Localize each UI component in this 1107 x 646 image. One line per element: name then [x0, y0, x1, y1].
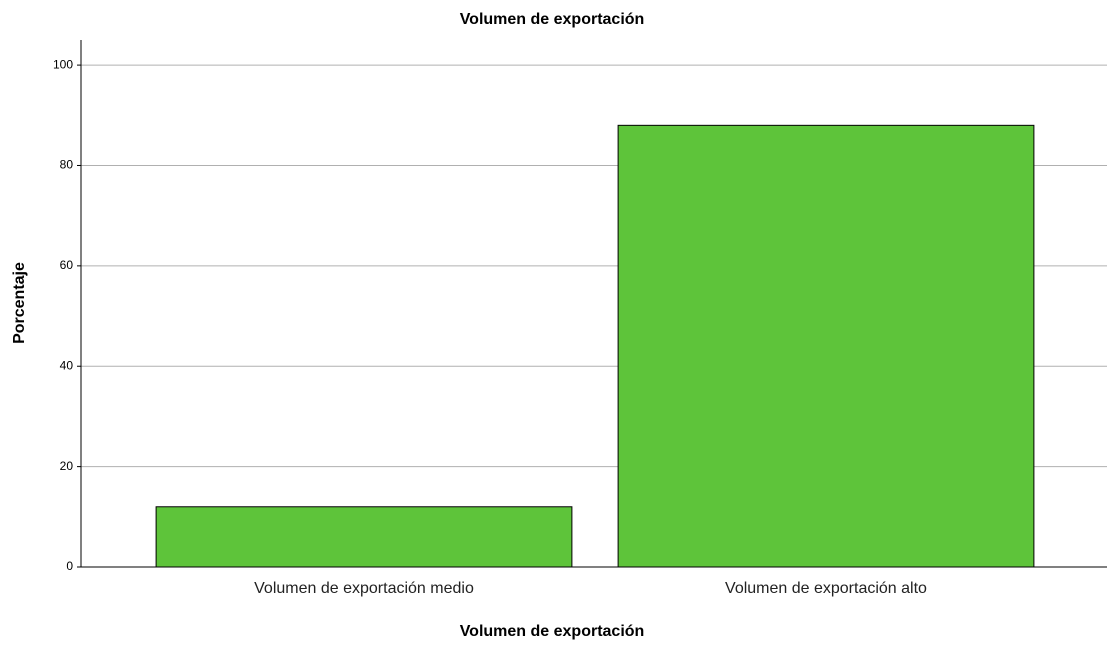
y-tick-label: 20	[60, 459, 74, 473]
y-axis-title: Porcentaje	[11, 262, 28, 344]
y-tick-label: 0	[66, 559, 73, 573]
bar	[617, 124, 1035, 568]
x-tick-label: Volumen de exportación medio	[254, 580, 474, 597]
y-tick-label: 80	[60, 158, 74, 172]
y-tick-label: 100	[53, 57, 73, 71]
y-tick-label: 60	[60, 258, 74, 272]
x-tick-label: Volumen de exportación alto	[725, 580, 927, 597]
bar	[155, 506, 573, 568]
chart-title: Volumen de exportación	[460, 11, 645, 28]
x-axis-title: Volumen de exportación	[460, 623, 645, 640]
y-tick-label: 40	[60, 358, 74, 372]
